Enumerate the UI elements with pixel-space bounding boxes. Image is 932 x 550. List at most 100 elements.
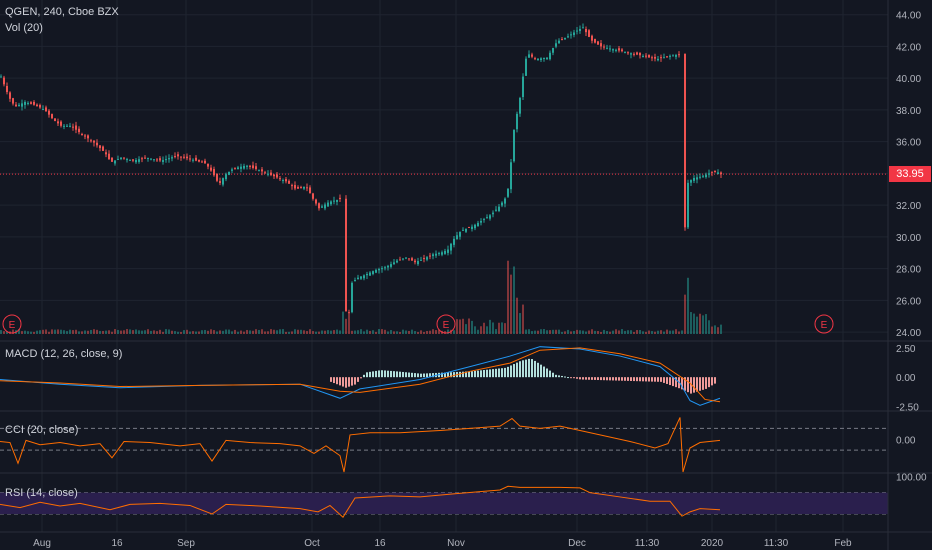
price-candles[interactable]	[0, 23, 722, 314]
candle-body	[510, 162, 512, 190]
candle-body	[327, 202, 329, 207]
volume-bar	[81, 331, 83, 334]
earnings-marker-label: E	[443, 320, 450, 331]
macd-histogram-bar	[687, 377, 689, 393]
volume-bar	[498, 322, 500, 334]
candle-body	[207, 163, 209, 167]
volume-bar	[402, 329, 404, 334]
volume-bar	[516, 297, 518, 334]
macd-histogram-bar	[591, 377, 593, 380]
volume-bar	[684, 294, 686, 334]
candle-body	[672, 55, 674, 57]
candle-body	[549, 52, 551, 60]
volume-bar	[387, 331, 389, 334]
candle-body	[99, 145, 101, 149]
volume-legend[interactable]: Vol (20)	[5, 22, 43, 34]
candle-body	[18, 104, 20, 107]
volume-bar	[603, 329, 605, 334]
macd-histogram-bar	[354, 377, 356, 385]
volume-bar	[84, 330, 86, 334]
macd-histogram-bar	[612, 377, 614, 381]
macd-histogram-bar	[684, 377, 686, 391]
volume-bar	[615, 329, 617, 334]
candle-body	[591, 35, 593, 41]
earnings-marker	[814, 314, 834, 334]
macd-histogram-bar	[396, 371, 398, 378]
candle-body	[399, 259, 401, 261]
volume-bar	[279, 329, 281, 334]
candle-body	[279, 178, 281, 180]
candle-body	[711, 171, 713, 173]
rsi-legend[interactable]: RSI (14, close)	[5, 487, 78, 499]
macd-histogram-bar	[696, 377, 698, 392]
macd-histogram-bar	[363, 374, 365, 378]
macd-histogram-bar	[570, 377, 572, 379]
macd-histogram-bar	[411, 372, 413, 378]
candle-body	[417, 261, 419, 265]
volume-bar	[333, 330, 335, 334]
rsi-band-fill	[0, 492, 888, 514]
volume-bar	[297, 329, 299, 334]
volume-bar	[3, 331, 5, 334]
volume-bar	[165, 329, 167, 334]
macd-histogram-bar	[702, 377, 704, 390]
volume-bar	[555, 329, 557, 334]
volume-bar	[0, 330, 2, 334]
candle-body	[414, 260, 416, 263]
volume-bar	[411, 329, 413, 334]
volume-bar	[540, 329, 542, 334]
volume-bar	[192, 331, 194, 334]
macd-histogram-bar	[711, 377, 713, 386]
candle-body	[33, 101, 35, 105]
time-tick-label: 11:30	[635, 538, 660, 549]
volume-bar	[252, 330, 254, 334]
earnings-marker	[436, 314, 456, 334]
time-axis[interactable]: Aug 16 Sep Oct 16 Nov Dec 11:30 2020 11:30 Feb	[33, 538, 852, 549]
volume-bar	[534, 330, 536, 334]
macd-histogram-bar	[465, 371, 467, 378]
candle-body	[375, 269, 377, 273]
macd-histogram-bar	[501, 368, 503, 378]
candle-body	[42, 108, 44, 110]
volume-bar	[426, 330, 428, 334]
macd-histogram-bar	[708, 377, 710, 388]
volume-bar	[474, 326, 476, 334]
volume-bar	[390, 330, 392, 334]
candle-body	[702, 175, 704, 177]
candle-body	[447, 249, 449, 253]
candle-body	[606, 47, 608, 49]
cci-legend[interactable]: CCI (20, close)	[5, 424, 79, 436]
candle-body	[384, 267, 386, 269]
candle-body	[186, 156, 188, 159]
volume-bar	[204, 329, 206, 334]
macd-histogram-bar	[693, 377, 695, 393]
candle-body	[246, 165, 248, 167]
candle-body	[204, 160, 206, 164]
candle-body	[9, 92, 11, 99]
volume-bar	[108, 330, 110, 334]
volume-bar	[48, 331, 50, 334]
volume-bar	[360, 329, 362, 334]
candle-body	[3, 77, 5, 85]
volume-bar	[366, 329, 368, 334]
time-tick-label: Dec	[568, 538, 586, 549]
macd-legend[interactable]: MACD (12, 26, close, 9)	[5, 348, 123, 360]
candle-body	[228, 171, 230, 175]
macd-histogram-bar	[621, 377, 623, 381]
volume-bar	[201, 330, 203, 334]
volume-bar	[702, 315, 704, 334]
candle-body	[630, 53, 632, 55]
macd-histogram-bar	[567, 377, 569, 379]
price-axis[interactable]: 44.0042.0040.0038.0036.0034.0032.0030.00…	[896, 11, 927, 484]
volume-bar	[198, 331, 200, 334]
volume-bar	[495, 329, 497, 334]
symbol-title[interactable]: QGEN, 240, Cboe BZX	[5, 6, 119, 18]
volume-bar	[570, 331, 572, 334]
candle-body	[567, 36, 569, 38]
candle-body	[501, 202, 503, 206]
candle-body	[504, 198, 506, 204]
volume-bar	[480, 326, 482, 334]
